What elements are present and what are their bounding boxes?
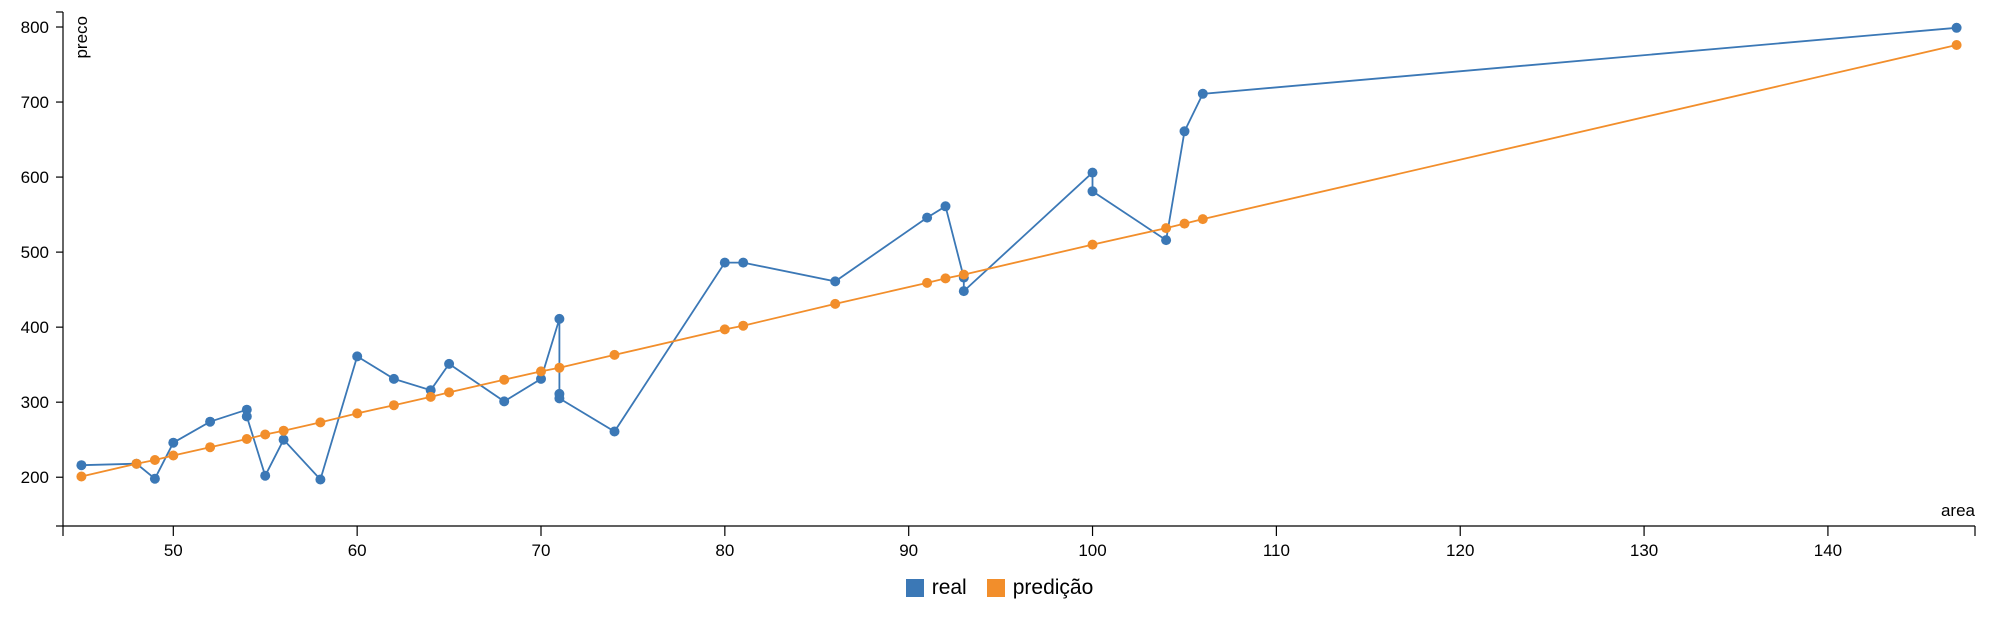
legend-label-predicao: predição bbox=[1012, 576, 1094, 599]
point-predicao-11 bbox=[425, 391, 436, 402]
point-real-0 bbox=[76, 460, 87, 471]
series-line-predicao bbox=[81, 44, 1957, 478]
point-predicao-6 bbox=[260, 429, 271, 440]
point-real-32 bbox=[1951, 22, 1962, 33]
legend-swatch-real bbox=[905, 579, 924, 597]
point-real-14 bbox=[499, 396, 510, 407]
point-predicao-1 bbox=[131, 458, 142, 469]
y-tick-label-600: 600 bbox=[21, 168, 49, 187]
y-tick-label-800: 800 bbox=[21, 18, 49, 37]
series-predicao bbox=[76, 40, 1962, 482]
point-predicao-26 bbox=[1197, 214, 1208, 225]
point-predicao-21 bbox=[940, 273, 951, 284]
point-predicao-18 bbox=[738, 320, 749, 331]
point-real-26 bbox=[958, 286, 969, 297]
point-real-30 bbox=[1179, 126, 1190, 137]
series-layer bbox=[76, 22, 1962, 485]
point-predicao-22 bbox=[958, 269, 969, 280]
x-tick-label-130: 130 bbox=[1630, 541, 1658, 560]
point-real-8 bbox=[278, 434, 289, 445]
x-tick-label-140: 140 bbox=[1814, 541, 1842, 560]
x-ticks: 50 60 70 80 90 100 110 120 130 140 bbox=[62, 526, 1976, 560]
point-real-6 bbox=[241, 411, 252, 422]
point-predicao-15 bbox=[554, 362, 565, 373]
y-ticks: 200 300 400 500 600 700 800 bbox=[21, 11, 63, 527]
point-real-15 bbox=[536, 373, 546, 384]
point-real-11 bbox=[388, 373, 399, 384]
x-tick-label-120: 120 bbox=[1446, 541, 1474, 560]
legend-item-real: real bbox=[905, 576, 967, 600]
x-tick-label-80: 80 bbox=[715, 541, 734, 560]
y-axis-title: preco bbox=[72, 16, 91, 59]
point-predicao-0 bbox=[76, 471, 87, 482]
x-tick-label-70: 70 bbox=[532, 541, 551, 560]
point-real-22 bbox=[830, 276, 841, 287]
point-real-20 bbox=[719, 257, 730, 268]
point-predicao-9 bbox=[352, 408, 363, 419]
axes: 200 300 400 500 600 700 800 50 60 70 80 90 100 110 12… bbox=[21, 11, 1976, 560]
legend-item-predicao: predição bbox=[986, 576, 1094, 600]
point-real-18 bbox=[554, 393, 565, 404]
point-predicao-25 bbox=[1179, 218, 1190, 229]
point-real-2 bbox=[149, 473, 160, 484]
series-real bbox=[76, 22, 1962, 485]
point-predicao-12 bbox=[444, 387, 455, 398]
point-real-29 bbox=[1161, 235, 1172, 246]
point-real-28 bbox=[1087, 186, 1098, 197]
point-predicao-24 bbox=[1161, 223, 1172, 234]
point-real-24 bbox=[940, 201, 951, 212]
x-tick-label-50: 50 bbox=[164, 541, 183, 560]
point-predicao-14 bbox=[536, 366, 546, 377]
point-real-23 bbox=[922, 212, 933, 223]
point-predicao-7 bbox=[278, 425, 289, 436]
point-predicao-5 bbox=[241, 434, 252, 444]
point-real-19 bbox=[609, 426, 620, 437]
y-tick-label-500: 500 bbox=[21, 243, 49, 262]
point-real-4 bbox=[205, 416, 216, 427]
legend-swatch-predicao bbox=[986, 579, 1005, 597]
point-predicao-8 bbox=[315, 417, 326, 428]
point-predicao-13 bbox=[499, 374, 510, 385]
point-real-3 bbox=[168, 437, 179, 448]
point-predicao-4 bbox=[205, 442, 216, 453]
point-real-10 bbox=[352, 351, 363, 362]
point-predicao-23 bbox=[1087, 239, 1098, 250]
point-predicao-10 bbox=[388, 400, 399, 411]
x-tick-label-100: 100 bbox=[1078, 541, 1106, 560]
point-real-7 bbox=[260, 470, 271, 481]
point-predicao-17 bbox=[719, 324, 730, 335]
legend: real predição bbox=[0, 576, 1999, 600]
line-chart: 200 300 400 500 600 700 800 50 60 70 80 90 100 110 12… bbox=[21, 11, 1976, 560]
point-predicao-27 bbox=[1951, 40, 1962, 50]
y-tick-label-300: 300 bbox=[21, 393, 49, 412]
y-tick-label-400: 400 bbox=[21, 318, 49, 337]
x-tick-label-90: 90 bbox=[899, 541, 918, 560]
point-real-9 bbox=[315, 474, 326, 485]
point-predicao-19 bbox=[830, 298, 841, 309]
legend-label-real: real bbox=[931, 576, 967, 599]
point-predicao-3 bbox=[168, 450, 179, 461]
point-real-21 bbox=[738, 257, 749, 268]
point-predicao-20 bbox=[922, 277, 933, 288]
point-predicao-16 bbox=[609, 349, 620, 360]
x-tick-label-60: 60 bbox=[348, 541, 367, 560]
x-tick-label-110: 110 bbox=[1263, 541, 1290, 560]
point-predicao-2 bbox=[149, 455, 160, 465]
y-tick-label-200: 200 bbox=[21, 468, 49, 487]
point-real-27 bbox=[1087, 167, 1098, 178]
y-tick-label-700: 700 bbox=[21, 93, 49, 112]
point-real-16 bbox=[554, 313, 565, 324]
point-real-13 bbox=[444, 358, 455, 369]
point-real-31 bbox=[1197, 88, 1208, 99]
x-axis-title: area bbox=[1941, 501, 1976, 520]
